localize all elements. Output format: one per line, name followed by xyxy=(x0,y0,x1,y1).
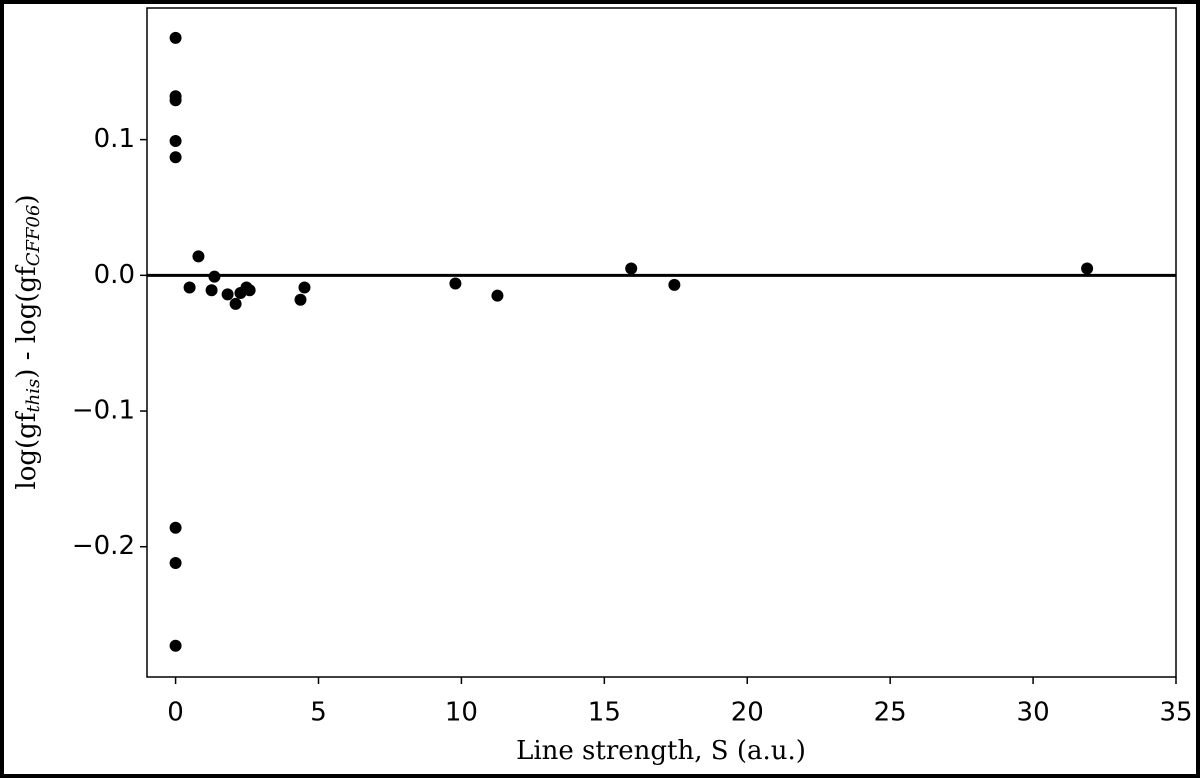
x-tick-label: 35 xyxy=(1159,698,1192,728)
point xyxy=(1081,262,1094,275)
y-tick-label: 0.1 xyxy=(94,124,135,154)
x-tick-label: 20 xyxy=(731,698,764,728)
point xyxy=(169,94,182,107)
point xyxy=(169,151,182,164)
point xyxy=(208,270,221,283)
x-tick-label: 10 xyxy=(445,698,478,728)
y-label-sub: this xyxy=(23,379,44,413)
point xyxy=(183,281,196,294)
y-tick-label: −0.2 xyxy=(72,531,135,561)
x-tick-label: 25 xyxy=(874,698,907,728)
point xyxy=(229,297,242,310)
point xyxy=(243,284,256,297)
x-tick-label: 5 xyxy=(310,698,327,728)
y-label-part: ) - log(gf xyxy=(12,264,42,379)
point xyxy=(491,289,504,302)
x-axis-label: Line strength, S (a.u.) xyxy=(516,736,806,766)
point xyxy=(169,521,182,534)
x-tick-label: 15 xyxy=(588,698,621,728)
y-label-part: ) xyxy=(12,194,42,204)
y-axis-label: log(gfthis) - log(gfCFF06) xyxy=(12,194,44,489)
point xyxy=(169,557,182,570)
point xyxy=(294,293,307,306)
y-tick-label: −0.1 xyxy=(72,396,135,426)
point xyxy=(625,262,638,275)
point xyxy=(668,278,681,291)
y-label-sub: CFF06 xyxy=(23,205,44,267)
point xyxy=(449,277,462,290)
plot-frame xyxy=(146,7,1177,678)
point xyxy=(192,250,205,263)
x-tick-label: 0 xyxy=(167,698,184,728)
point xyxy=(169,134,182,147)
y-tick-label: 0.0 xyxy=(94,260,135,290)
x-tick-label: 30 xyxy=(1017,698,1050,728)
point xyxy=(298,281,311,294)
point xyxy=(221,288,234,301)
point xyxy=(169,639,182,652)
point xyxy=(205,284,218,297)
y-label-part: log(gf xyxy=(12,410,42,489)
point xyxy=(169,31,182,44)
